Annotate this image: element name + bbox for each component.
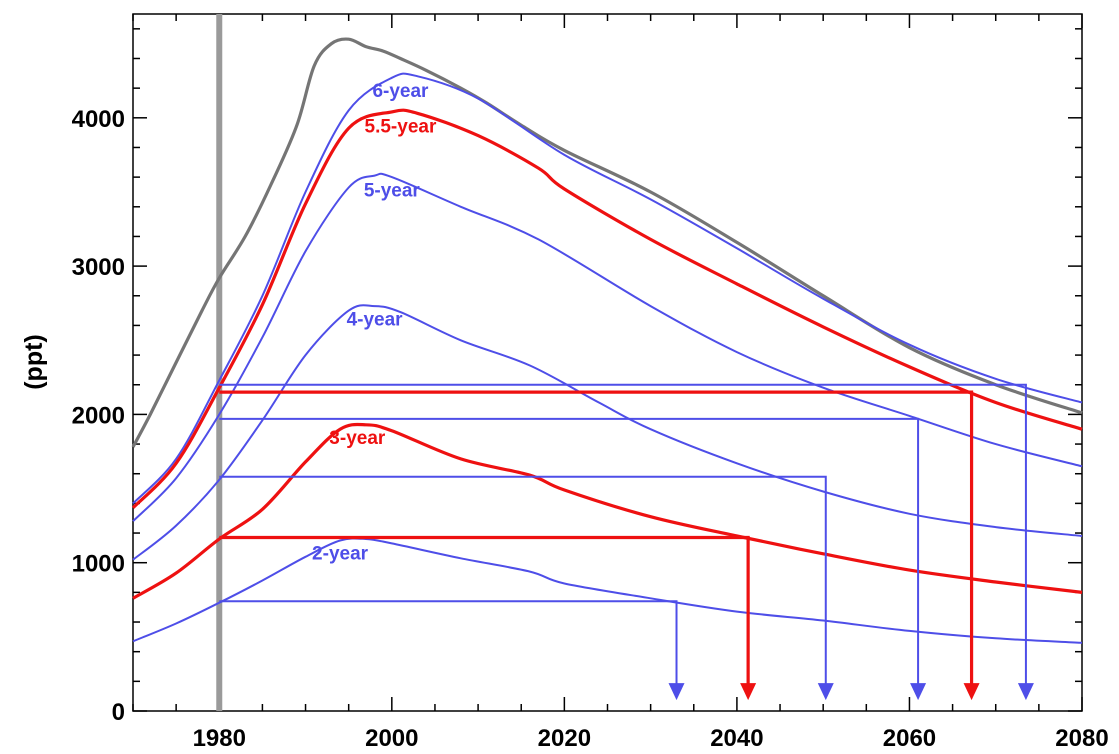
y-tick-label: 1000 [72, 551, 125, 578]
x-tick-label: 2060 [883, 725, 936, 752]
y-tick-label: 2000 [72, 402, 125, 429]
x-tick-label: 1980 [193, 725, 246, 752]
y-tick-label: 0 [112, 699, 125, 726]
series-line-yr6 [132, 72, 1083, 505]
threshold-arrowhead-3 [817, 683, 834, 701]
series-label-yr55: 5.5-year [365, 117, 437, 138]
threshold-line-3 [219, 475, 827, 688]
threshold-arrowhead-1 [963, 683, 980, 701]
series-label-yr2: 2-year [312, 544, 369, 565]
series-labels: 6-year 5.5-year 5-year 4-year 3-year 2-year [312, 81, 437, 565]
series-line-yr55 [131, 108, 1083, 509]
series-line-yr2 [132, 537, 1083, 644]
threshold-line-4 [219, 535, 750, 688]
y-axis-label: (ppt) [20, 334, 48, 390]
y-tick-label: 3000 [72, 254, 125, 281]
axis-ticks [132, 14, 1083, 712]
series-line-yr3 [132, 422, 1083, 600]
series-line-yr5 [132, 172, 1083, 522]
series-label-yr6: 6-year [372, 81, 429, 102]
threshold-line-2 [219, 417, 920, 688]
threshold-arrowhead-5 [668, 683, 685, 701]
x-tick-label: 2040 [710, 725, 763, 752]
series-label-yr4: 4-year [347, 309, 404, 330]
x-tick-label: 2080 [1055, 725, 1108, 752]
series-label-yr5: 5-year [364, 180, 421, 201]
threshold-arrowhead-0 [1017, 683, 1034, 701]
threshold-line-0 [219, 383, 1027, 688]
x-tick-label: 2000 [365, 725, 418, 752]
threshold-arrowhead-4 [740, 683, 757, 701]
series-line-yr4 [132, 304, 1083, 561]
series-label-yr3: 3-year [329, 428, 386, 449]
tick-labels: 1980 2000 2020 2040 2060 2080 0 1000 2000 3000 400… [72, 106, 1109, 752]
threshold-line-1 [219, 390, 974, 688]
threshold-paths [219, 383, 1034, 701]
threshold-line-5 [219, 600, 678, 688]
series-lines [131, 37, 1083, 644]
y-tick-label: 4000 [72, 106, 125, 133]
x-tick-label: 2020 [538, 725, 591, 752]
threshold-arrowhead-2 [910, 683, 927, 701]
series-line-total [131, 37, 1083, 448]
